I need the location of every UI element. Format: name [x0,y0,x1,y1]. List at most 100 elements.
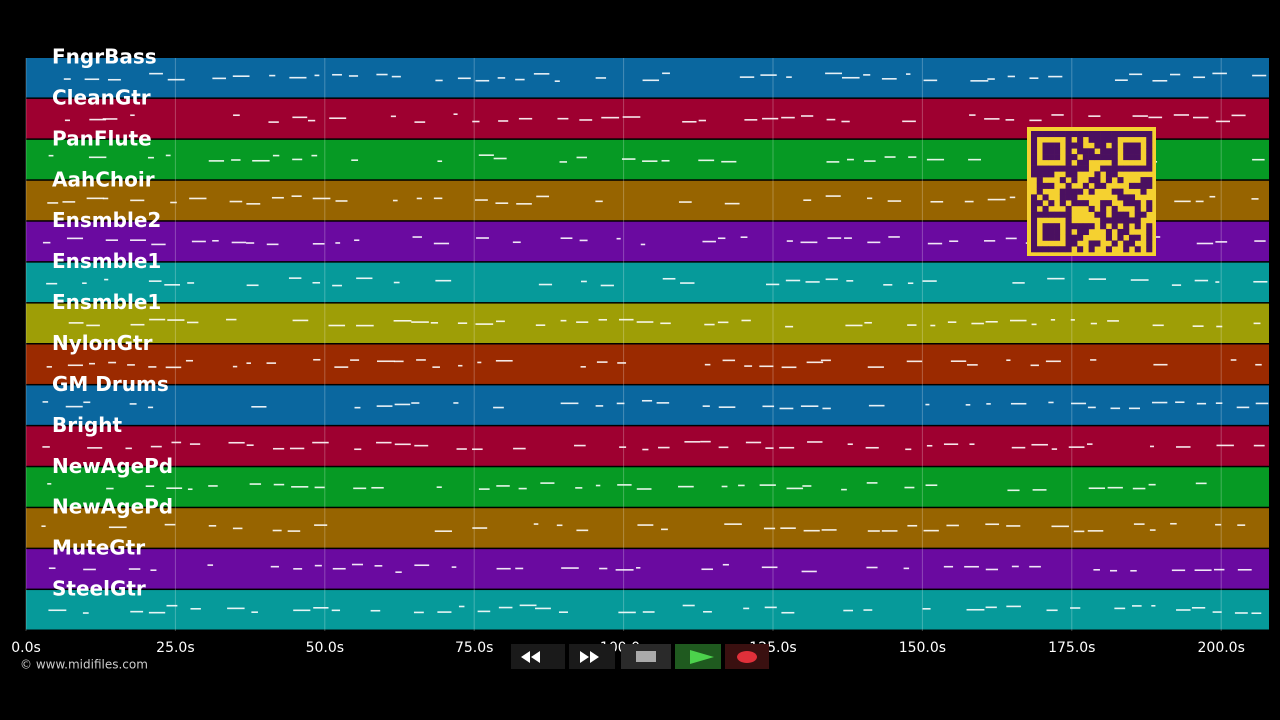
track-label: PanFlute [52,126,152,150]
note [800,241,818,244]
note [864,160,876,162]
note [292,319,309,322]
note [781,611,795,614]
qr-cell [1065,159,1072,166]
note [722,359,736,362]
note [618,318,634,321]
note [616,402,625,405]
qr-cell [1094,131,1101,138]
note [781,116,795,119]
note [622,116,641,118]
note [476,237,489,239]
qr-cell [1065,205,1072,212]
note [1173,114,1190,116]
qr-cell [1105,165,1112,172]
note [1252,158,1265,161]
note [190,607,201,610]
note [266,362,277,364]
note [1236,406,1250,409]
note [841,488,847,491]
note [151,243,166,246]
qr-cell [1071,223,1078,230]
note [946,524,959,527]
qr-cell [1054,131,1061,138]
note [927,242,943,245]
qr-cell [1100,182,1107,189]
track-band [26,262,1269,303]
note [83,568,96,571]
note [560,237,573,239]
track-band [26,385,1269,425]
qr-cell [1082,159,1089,166]
note [82,612,89,614]
note [617,484,632,486]
qr-cell [1042,131,1049,138]
note [513,447,526,450]
note [661,159,670,162]
note [636,488,652,490]
note [764,606,777,609]
qr-cell [1146,177,1153,184]
qr-cell [1077,136,1084,143]
note [147,156,154,159]
qr-cell [1082,228,1089,236]
note [165,154,171,157]
qr-cell [1031,246,1038,253]
note [354,406,361,409]
note [251,406,267,408]
qr-cell [1065,217,1072,224]
note [246,284,259,287]
note [1009,196,1016,199]
note [435,279,452,282]
note [62,201,76,203]
note [867,530,880,532]
qr-cell [1042,228,1049,236]
note [1011,446,1026,449]
note [556,524,563,527]
qr-cell [1036,188,1043,195]
qr-cell [1031,217,1038,224]
note [1007,75,1015,78]
qr-cell [1077,165,1084,172]
note [496,485,510,487]
qr-cell [1146,234,1153,241]
qr-cell [1105,246,1112,253]
qr-cell [1117,217,1124,224]
note [390,115,396,118]
note [251,611,258,613]
note [636,567,641,569]
note [477,361,482,364]
qr-cell [1128,142,1136,149]
note [1006,359,1011,362]
note [847,158,854,161]
qr-cell [1054,148,1061,155]
note [965,404,971,406]
note [472,448,483,451]
qr-cell [1042,171,1049,178]
note [540,482,555,484]
note [721,160,737,163]
note [1051,448,1058,450]
note [1212,611,1222,613]
note [48,567,56,570]
note [288,277,302,279]
qr-cell [1140,188,1147,195]
note [1029,565,1041,568]
qr-cell [1146,131,1153,138]
note [108,526,127,529]
note [595,405,604,407]
note [86,197,105,200]
note [904,486,915,489]
qr-cell [1128,165,1136,172]
footer: © www.midifiles.com [20,658,148,672]
note [129,403,137,405]
note [475,79,490,82]
note [246,362,252,364]
note [842,76,860,79]
note [287,530,301,532]
note [472,120,480,123]
note [1148,116,1163,119]
note [785,279,801,282]
qr-cell [1042,182,1049,189]
note [88,156,107,159]
